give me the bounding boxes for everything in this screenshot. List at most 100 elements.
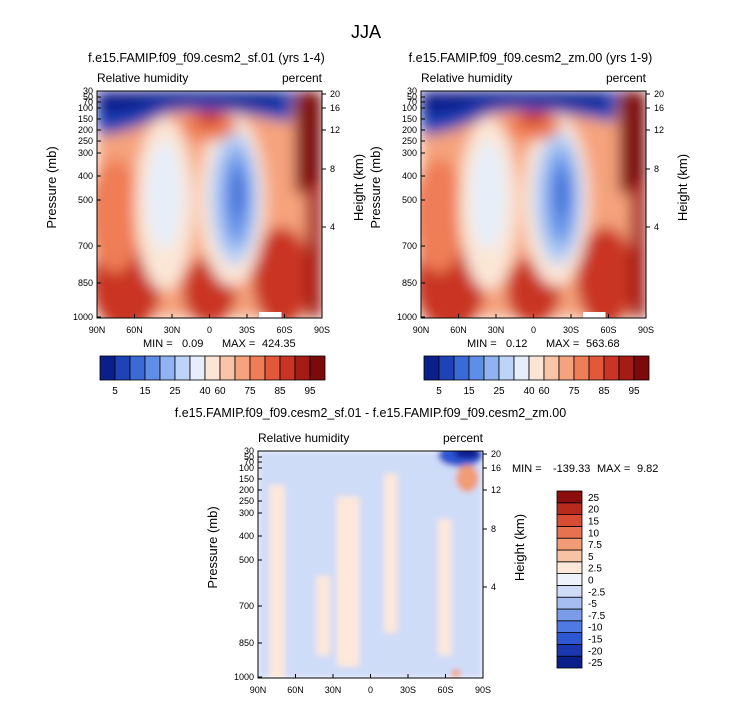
y-tick-label: 700 <box>239 601 254 611</box>
y-axis-label: Pressure (mb) <box>368 146 383 228</box>
field-band <box>451 668 461 678</box>
y2-tick-label: 12 <box>330 125 340 135</box>
min-label: MIN = <box>467 338 497 350</box>
colorbar-box <box>309 355 326 381</box>
colorbar-p2: 5 15 25 40 60 75 85 95 <box>423 355 650 397</box>
colorbar-label: 15 <box>463 386 475 397</box>
colorbar-label: 40 <box>523 386 535 397</box>
colorbar-label: 10 <box>588 528 600 539</box>
colorbar-label: 40 <box>199 386 211 397</box>
x-tick-label: 30N <box>488 325 505 335</box>
colorbar-label: 75 <box>244 386 256 397</box>
y-tick-label: 70 <box>407 97 417 107</box>
field-band <box>182 109 237 141</box>
colorbar-label: 25 <box>588 493 600 504</box>
colorbar-box <box>556 514 583 527</box>
colorbar-label: 75 <box>568 386 580 397</box>
colorbar-label: -15 <box>588 635 603 646</box>
y-tick-label: 700 <box>402 241 417 251</box>
colorbar-box <box>249 355 266 381</box>
y2-tick-label: 8 <box>330 164 335 174</box>
x-tick-label: 60N <box>450 325 467 335</box>
colorbar-box <box>556 526 583 539</box>
x-tick-label: 90N <box>250 685 267 695</box>
colorbar-label: 5 <box>588 552 594 563</box>
y2-tick-label: 12 <box>491 485 501 495</box>
y-tick-label: 1000 <box>73 312 93 322</box>
y-axis-label: Pressure (mb) <box>205 506 220 588</box>
y-tick-label: 250 <box>402 136 417 146</box>
y-tick-label: 250 <box>78 136 93 146</box>
contour-fill <box>421 91 646 318</box>
colorbar-box <box>556 596 583 610</box>
colorbar-box <box>556 620 583 633</box>
contour-field <box>421 91 646 318</box>
field-band <box>384 473 398 633</box>
colorbar-label: 85 <box>598 386 610 397</box>
y-tick-label: 1000 <box>397 312 417 322</box>
y-tick-label: 700 <box>78 241 93 251</box>
colorbar-box <box>498 355 515 381</box>
field-band <box>557 170 569 216</box>
field-band <box>456 464 479 492</box>
colorbar-label: 85 <box>274 386 286 397</box>
y-tick-label: 30 <box>407 86 417 96</box>
colorbar-box <box>603 355 620 381</box>
min-value: 0.12 <box>506 338 527 350</box>
panel-title: f.e15.FAMIP.f09_f09.cesm2_sf.01 - f.e15.… <box>175 406 566 420</box>
colorbar-label: 15 <box>588 517 600 528</box>
contour-fill <box>258 451 483 678</box>
y2-tick-label: 16 <box>330 103 340 113</box>
min-value: -139.33 <box>553 463 590 475</box>
x-tick-label: 60N <box>126 325 143 335</box>
colorbar-label: 15 <box>139 386 151 397</box>
y-tick-label: 50 <box>83 92 93 102</box>
max-value: 424.35 <box>262 338 296 350</box>
colorbar-label: 7.5 <box>588 540 602 551</box>
min-max-stats: MIN = 0.09 MAX = 424.35 <box>143 338 296 350</box>
y-tick-label: 400 <box>239 531 254 541</box>
colorbar-box <box>468 355 485 381</box>
y-tick-label: 70 <box>244 457 254 467</box>
field-band <box>630 181 646 318</box>
field-band <box>520 111 547 126</box>
y2-tick-label: 16 <box>654 103 664 113</box>
field-band <box>316 575 330 656</box>
colorbar-box <box>556 585 583 598</box>
chart-p1: f.e15.FAMIP.f09_f09.cesm2_sf.01 (yrs 1-4… <box>44 51 366 350</box>
missing-data <box>583 312 606 318</box>
field-band <box>576 227 635 318</box>
y2-tick-label: 8 <box>654 164 659 174</box>
x-tick-label: 30S <box>400 685 416 695</box>
figure-title: JJA <box>351 22 381 42</box>
field-band <box>619 91 646 194</box>
colorbar-box <box>513 355 530 381</box>
y-tick-label: 400 <box>78 171 93 181</box>
field-band <box>196 111 223 126</box>
field-band <box>421 91 610 115</box>
colorbar-box <box>294 355 311 381</box>
colorbar-box <box>588 355 605 381</box>
field-band <box>506 109 561 141</box>
colorbar-label: 95 <box>304 386 316 397</box>
x-tick-label: 60S <box>600 325 616 335</box>
field-band <box>233 170 245 216</box>
y-tick-label: 150 <box>239 474 254 484</box>
field-band <box>97 91 286 115</box>
colorbar-box <box>573 355 590 381</box>
x-tick-label: 90S <box>638 325 654 335</box>
y-tick-label: 50 <box>244 452 254 462</box>
colorbar-p1: 5 15 25 40 60 75 85 95 <box>99 355 326 397</box>
colorbar-box <box>264 355 281 381</box>
colorbar-box <box>556 644 583 657</box>
colorbar-box <box>556 608 583 622</box>
y-tick-label: 500 <box>402 195 417 205</box>
min-value: 0.09 <box>182 338 203 350</box>
y-tick-label: 300 <box>402 148 417 158</box>
left-label: Relative humidity <box>421 71 512 85</box>
colorbar-label: 5 <box>436 386 442 397</box>
y-tick-label: 500 <box>239 555 254 565</box>
x-tick-label: 30N <box>164 325 181 335</box>
colorbar-box <box>556 632 583 645</box>
y-tick-label: 70 <box>83 97 93 107</box>
